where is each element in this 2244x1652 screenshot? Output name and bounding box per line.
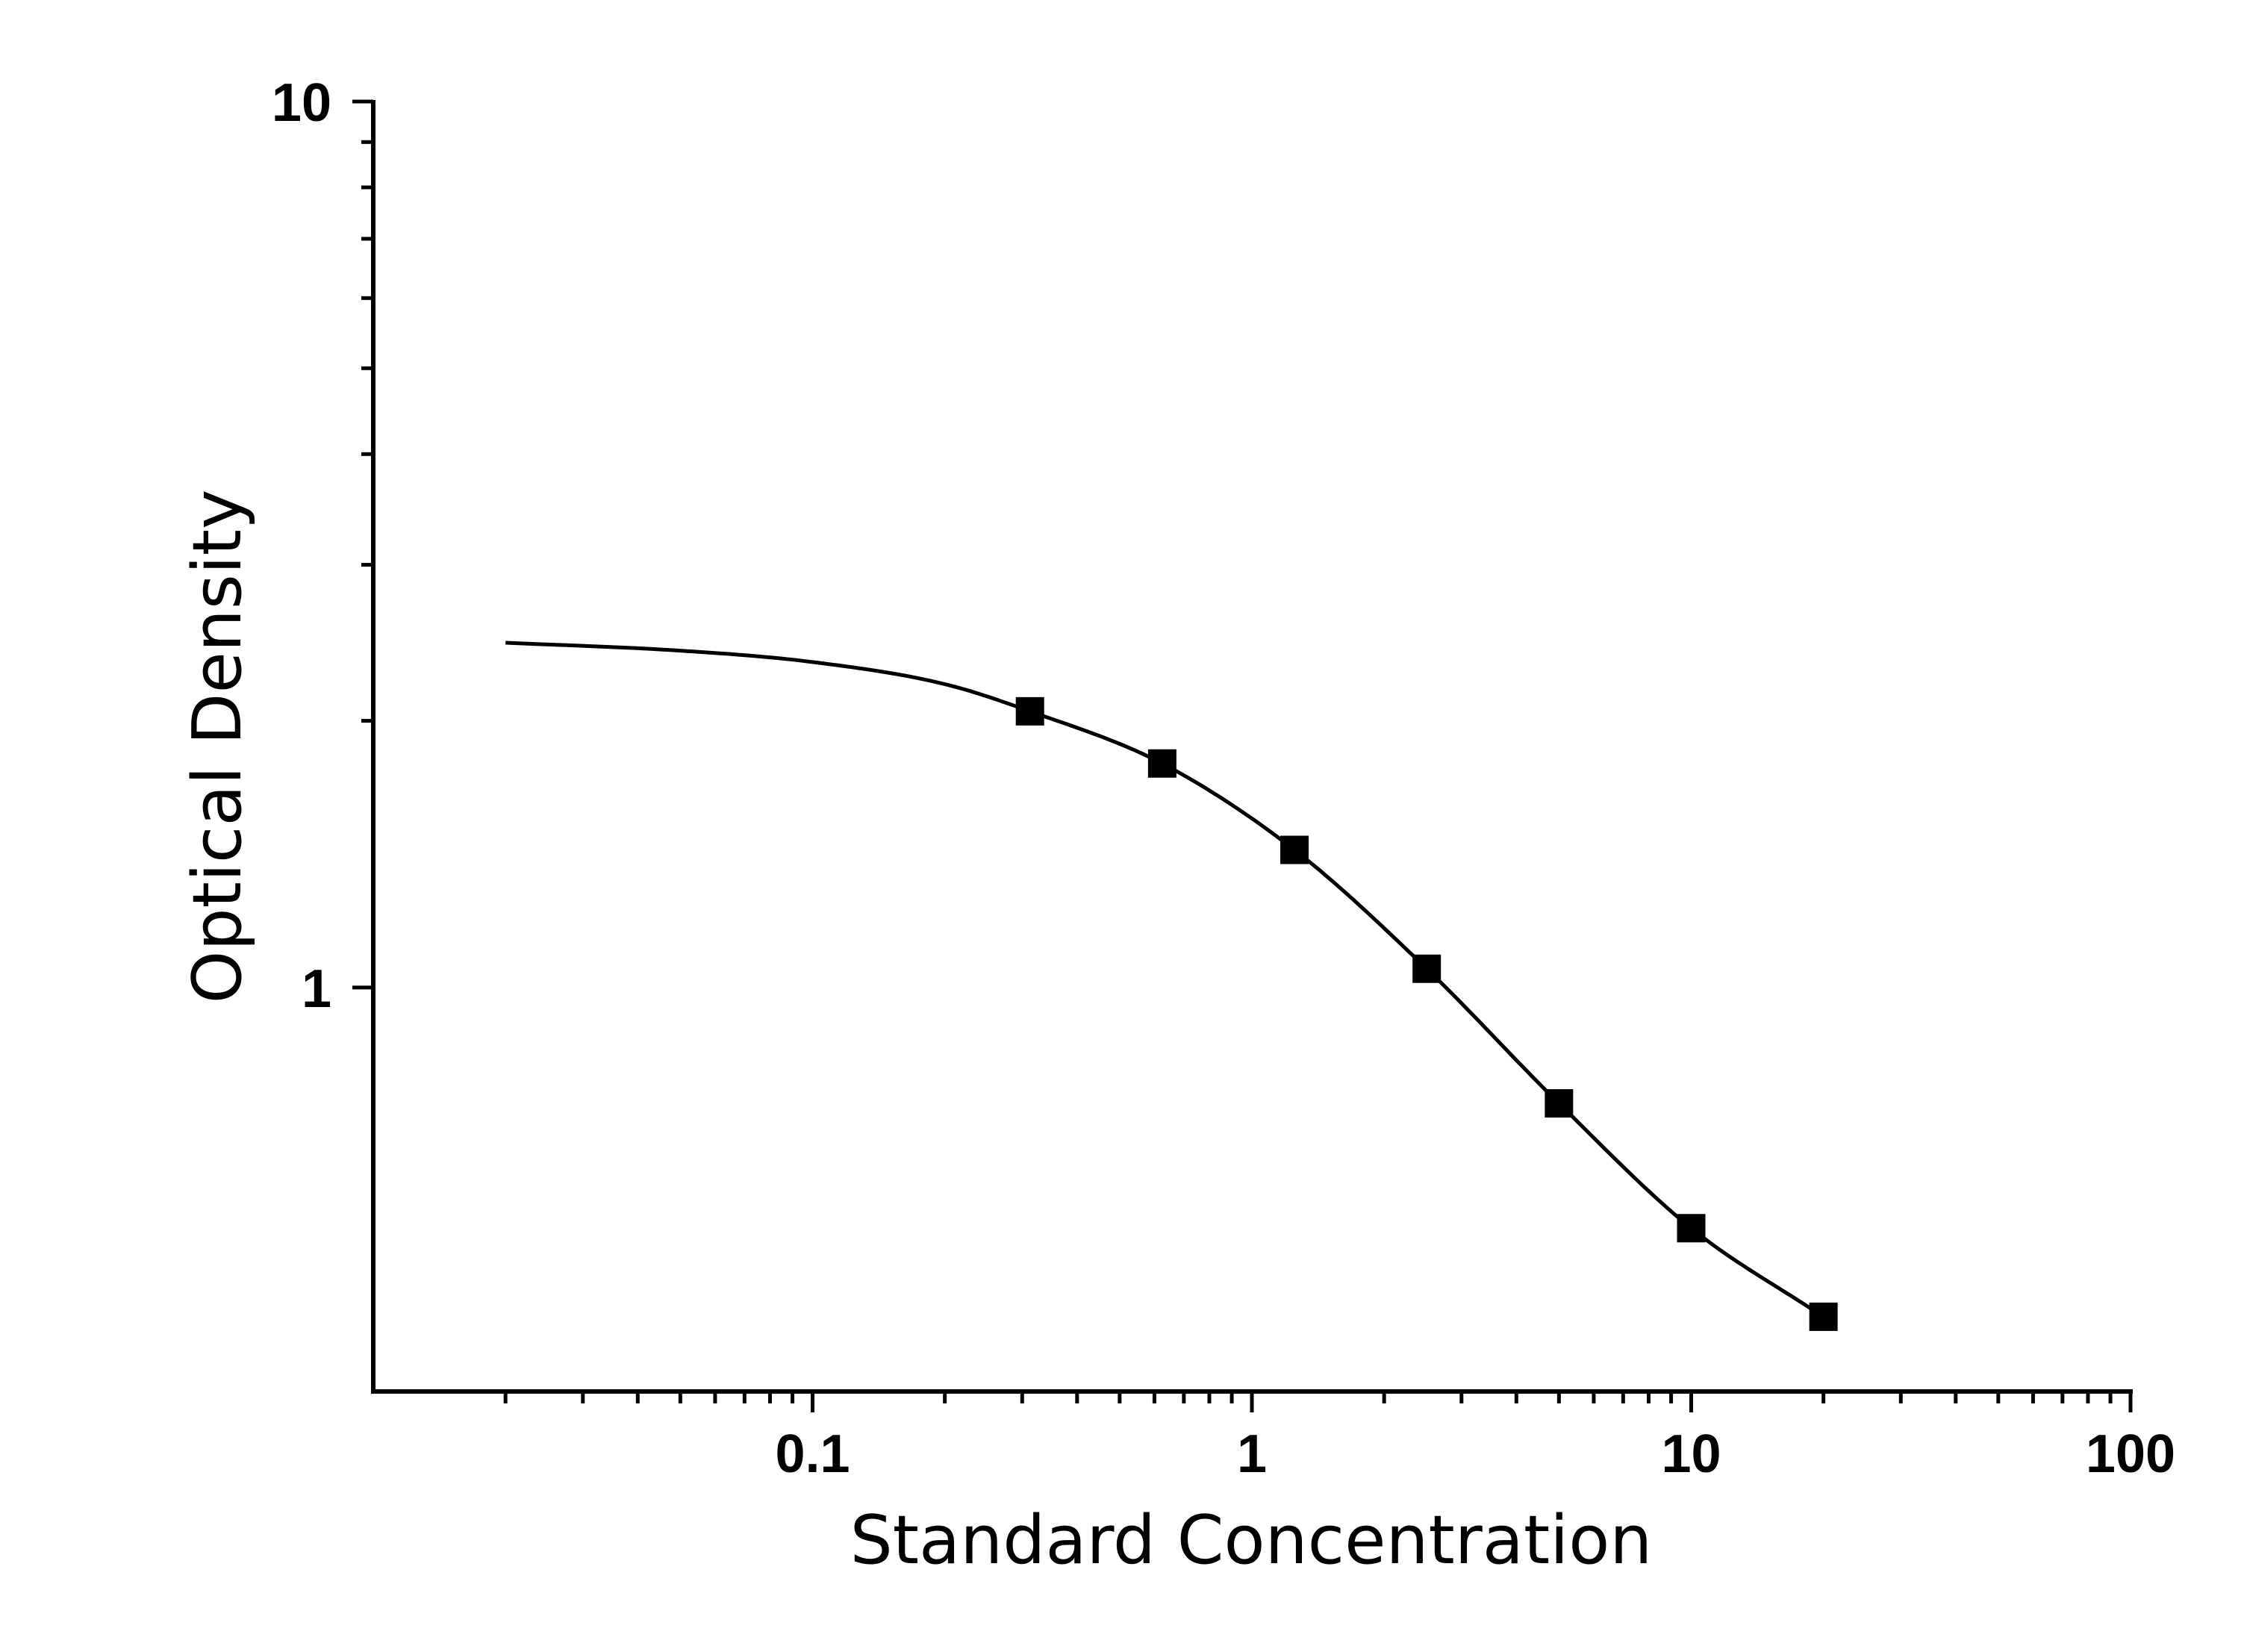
x-tick-label: 100 [2086,1424,2175,1484]
y-axis-label: Optical Density [178,490,257,1004]
x-tick-label: 0.1 [775,1424,850,1484]
fit-curve-group [505,640,1825,1318]
data-point-marker [1677,1214,1706,1243]
data-markers [1015,696,1838,1331]
data-point-marker [1809,1302,1838,1331]
data-point-marker [1147,749,1176,778]
data-point-marker [1015,696,1044,726]
data-point-marker [1412,954,1442,983]
tick-labels: 0.1 1 10 100 1 10 [272,73,2175,1484]
y-tick-label: 10 [272,73,331,133]
fit-curve [505,640,1825,1318]
y-tick-label: 1 [302,959,331,1019]
axes [371,100,2133,1394]
x-axis-label: Standard Concentration [850,1501,1653,1580]
x-tick-label: 10 [1661,1424,1721,1484]
data-point-marker [1280,835,1309,864]
tick-marks [352,99,2133,1412]
x-tick-label: 1 [1237,1424,1267,1484]
data-point-marker [1545,1089,1574,1118]
